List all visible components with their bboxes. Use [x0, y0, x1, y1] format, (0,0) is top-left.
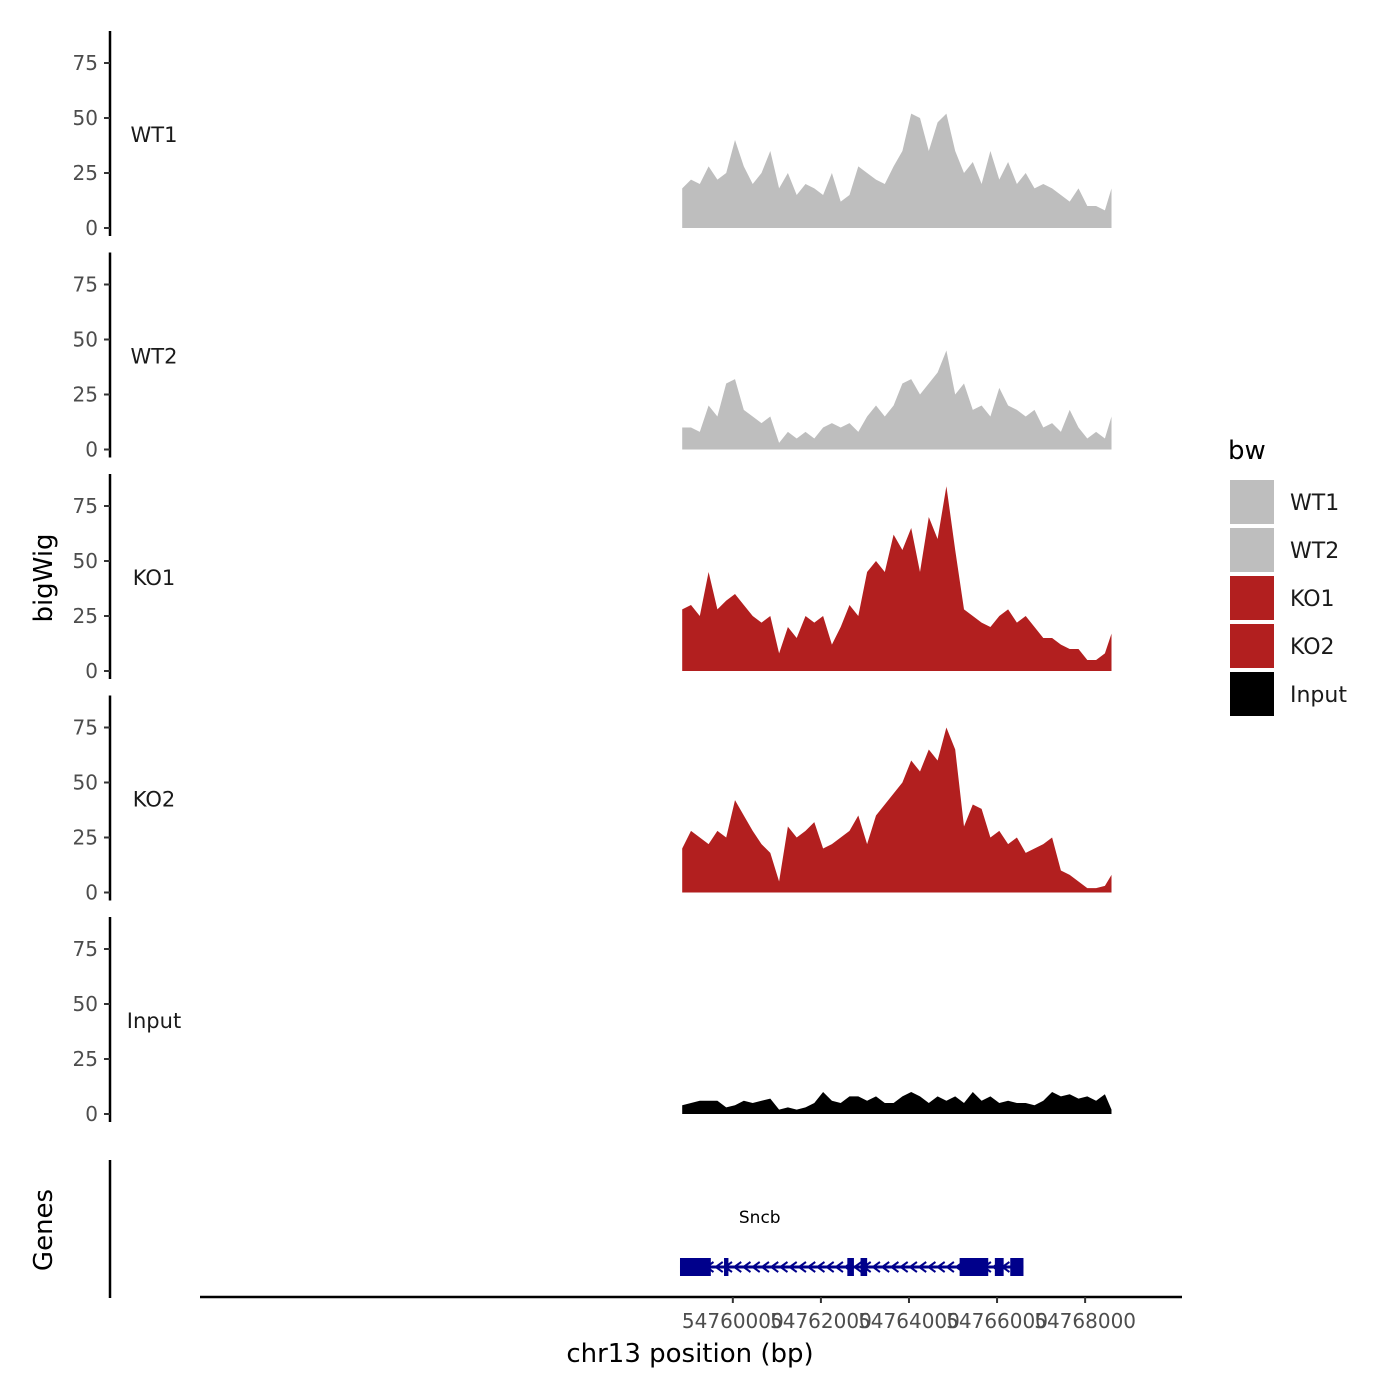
legend-key-input [1230, 672, 1274, 716]
y-tick-label: 25 [73, 604, 98, 628]
y-axis-title: bigWig [29, 533, 59, 622]
gene-exon [860, 1258, 868, 1276]
strand-arrow [714, 1261, 724, 1273]
y-tick-label: 25 [73, 826, 98, 850]
x-tick-label: 54762000 [770, 1309, 872, 1333]
track-panels: 0 25 50 75 WT1 0 25 50 75 WT2 0 25 50 75 KO1 0 25 50 75 KO2… [73, 31, 1112, 1126]
legend-label-wt1: WT1 [1290, 491, 1339, 516]
area-wt1 [682, 113, 1112, 228]
track-label-ko2: KO2 [133, 788, 176, 812]
track-input: 0 25 50 75 Input [73, 917, 1112, 1126]
track-wt1: 0 25 50 75 WT1 [73, 31, 1112, 240]
y-tick-label: 0 [85, 881, 98, 905]
strand-arrow [797, 1261, 807, 1273]
gene-exon [847, 1258, 854, 1276]
gene-exon [1010, 1258, 1024, 1276]
y-tick-label: 25 [73, 1047, 98, 1071]
track-label-input: Input [127, 1009, 181, 1033]
area-ko2 [682, 727, 1112, 893]
track-label-wt1: WT1 [131, 123, 178, 147]
gene-exon [724, 1258, 729, 1276]
strand-arrow [815, 1261, 826, 1273]
legend: bw WT1 WT2 KO1 KO2 Input [1228, 436, 1347, 716]
strand-arrow [945, 1261, 955, 1273]
track-ko1: 0 25 50 75 KO1 [73, 474, 1112, 683]
y-tick-label: 50 [73, 106, 98, 130]
legend-key-wt1 [1230, 480, 1274, 524]
strand-arrow [788, 1261, 798, 1273]
strand-arrow [806, 1261, 816, 1273]
gene-exon [994, 1258, 1004, 1276]
y-tick-label: 0 [85, 1102, 98, 1126]
strand-arrow [778, 1261, 789, 1273]
gene-exon [679, 1258, 711, 1276]
x-tick-label: 54764000 [858, 1309, 960, 1333]
y-tick-label: 0 [85, 659, 98, 683]
y-tick-label: 75 [73, 937, 98, 961]
y-tick-label: 75 [73, 494, 98, 518]
y-tick-label: 75 [73, 51, 98, 75]
strand-arrow [889, 1261, 900, 1273]
strand-arrow [871, 1261, 881, 1273]
y-tick-label: 50 [73, 771, 98, 795]
legend-title: bw [1228, 436, 1266, 466]
legend-key-wt2 [1230, 528, 1274, 572]
legend-key-ko1 [1230, 576, 1274, 620]
strand-arrow [760, 1261, 770, 1273]
y-tick-label: 75 [73, 716, 98, 740]
y-tick-label: 50 [73, 992, 98, 1016]
strand-arrow [917, 1261, 927, 1273]
legend-key-ko2 [1230, 624, 1274, 668]
y-tick-label: 75 [73, 273, 98, 297]
y-tick-label: 50 [73, 549, 98, 573]
y-tick-label: 0 [85, 438, 98, 462]
area-ko1 [682, 486, 1112, 671]
legend-label-ko2: KO2 [1290, 635, 1335, 660]
strand-arrow [880, 1261, 890, 1273]
x-tick-label: 54766000 [946, 1309, 1048, 1333]
legend-label-ko1: KO1 [1290, 587, 1335, 612]
x-axis-title: chr13 position (bp) [566, 1339, 813, 1369]
y-tick-label: 25 [73, 161, 98, 185]
strand-arrow [834, 1261, 844, 1273]
track-wt2: 0 25 50 75 WT2 [73, 252, 1112, 462]
strand-arrow [751, 1261, 761, 1273]
strand-arrow [908, 1261, 918, 1273]
strand-arrow [741, 1261, 752, 1273]
legend-label-wt2: WT2 [1290, 539, 1339, 564]
x-tick-label: 54768000 [1034, 1309, 1136, 1333]
genes-axis-title: Genes [29, 1189, 59, 1271]
gene-label: Sncb [739, 1208, 781, 1228]
strand-arrow [732, 1261, 742, 1273]
y-tick-label: 25 [73, 383, 98, 407]
y-tick-label: 50 [73, 328, 98, 352]
area-wt2 [682, 350, 1112, 450]
gene-exon [959, 1258, 989, 1276]
strand-arrow [824, 1261, 835, 1273]
area-input [682, 1092, 1112, 1114]
strand-arrow [935, 1261, 946, 1273]
strand-arrow [926, 1261, 937, 1273]
strand-arrow [769, 1261, 779, 1273]
track-ko2: 0 25 50 75 KO2 [73, 695, 1112, 905]
strand-arrow [852, 1261, 863, 1273]
track-label-ko1: KO1 [133, 566, 176, 590]
track-label-wt2: WT2 [131, 345, 178, 369]
strand-arrow [898, 1261, 909, 1273]
gene-panel: Sncb [108, 1160, 1024, 1298]
y-tick-label: 0 [85, 216, 98, 240]
legend-label-input: Input [1290, 683, 1347, 708]
x-tick-label: 54760000 [682, 1309, 784, 1333]
